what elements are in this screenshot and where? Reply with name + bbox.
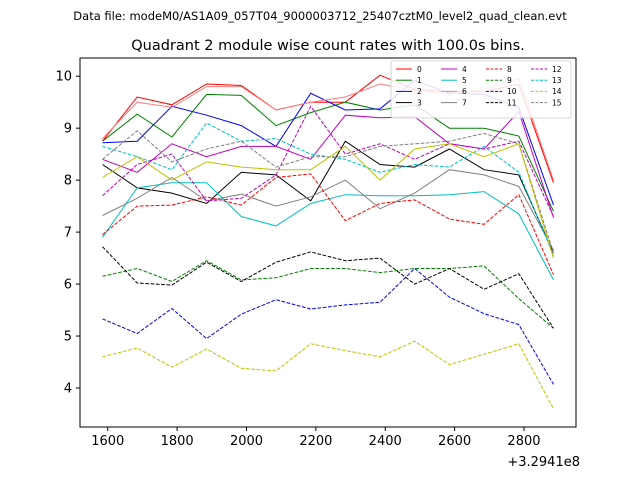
- x-tick-label: 2400: [369, 434, 402, 449]
- legend-label: 4: [462, 65, 467, 74]
- legend-label: 9: [507, 76, 512, 85]
- legend-label: 11: [507, 98, 517, 107]
- series-group: [102, 74, 554, 410]
- legend-label: 1: [417, 76, 422, 85]
- y-tick-label: 4: [64, 382, 72, 397]
- chart-title: Quadrant 2 module wise count rates with …: [131, 38, 525, 54]
- legend-label: 12: [552, 65, 562, 74]
- x-tick-label: 1800: [161, 434, 194, 449]
- legend-label: 6: [462, 87, 467, 96]
- y-tick-label: 6: [64, 278, 72, 293]
- y-tick-label: 5: [64, 330, 72, 345]
- legend-label: 15: [552, 98, 562, 107]
- y-tick-label: 7: [64, 226, 72, 241]
- legend-label: 7: [462, 98, 467, 107]
- legend-label: 3: [417, 98, 422, 107]
- legend-label: 5: [462, 76, 467, 85]
- series-line-9: [102, 260, 554, 329]
- legend-label: 0: [417, 65, 422, 74]
- legend-label: 2: [417, 87, 422, 96]
- series-line-4: [102, 110, 554, 218]
- y-tick-label: 10: [55, 70, 72, 85]
- x-tick-label: 2800: [507, 434, 540, 449]
- series-line-15: [102, 130, 554, 254]
- series-line-8: [102, 173, 554, 275]
- series-line-11: [102, 246, 554, 329]
- series-line-unlabeled-16: [102, 143, 554, 259]
- legend-label: 8: [507, 65, 512, 74]
- chart-suptitle: Data file: modeM0/AS1A09_057T04_90000037…: [73, 9, 567, 23]
- x-tick-label: 2600: [438, 434, 471, 449]
- series-line-7: [102, 169, 554, 251]
- legend-label: 13: [552, 76, 562, 85]
- series-line-5: [102, 182, 554, 281]
- legend-box: [390, 60, 572, 119]
- x-tick-label: 2000: [230, 434, 263, 449]
- x-tick-label: 2200: [299, 434, 332, 449]
- series-line-13: [102, 122, 554, 256]
- legend-label: 10: [507, 87, 517, 96]
- y-tick-label: 9: [64, 122, 72, 137]
- x-offset-label: +3.2941e8: [507, 455, 580, 470]
- series-line-14: [102, 340, 554, 410]
- axes-frame: [79, 57, 577, 428]
- series-line-3: [102, 140, 554, 254]
- series-line-1: [102, 93, 554, 212]
- series-line-12: [102, 105, 554, 217]
- series-line-10: [102, 267, 554, 385]
- y-tick-label: 8: [64, 174, 72, 189]
- x-tick-label: 1600: [91, 434, 124, 449]
- legend-label: 14: [552, 87, 562, 96]
